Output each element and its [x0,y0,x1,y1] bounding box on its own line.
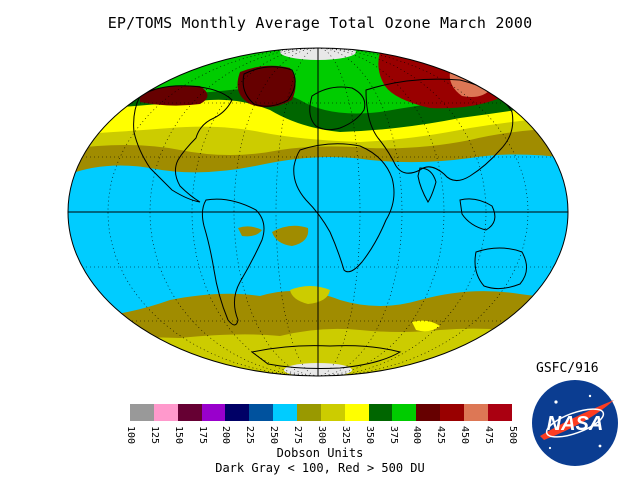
credit-label: GSFC/916 [536,361,599,376]
tick-label: 350 [363,426,375,445]
tick-label: 125 [148,426,160,445]
tick-label: 450 [459,426,471,445]
star-icon [598,444,602,448]
color-swatch [225,404,250,421]
nasa-logo-orbit [545,408,605,438]
tick-label: 325 [339,426,351,445]
tropical-olive-patch-2 [238,226,262,237]
tick-label: 425 [435,426,447,445]
color-swatch [392,404,417,421]
band-south-yellow-olive [68,328,568,376]
range-note: Dark Gray < 100, Red > 500 DU [215,461,425,475]
arctic-high-salmon [449,72,492,97]
africa-outline [293,143,395,273]
color-swatch [177,404,202,421]
nasa-logo-text: NASA [547,413,604,435]
north-america-outline [133,85,233,203]
tick-label: 500 [506,426,518,445]
star-icon [548,446,552,450]
color-swatch [464,404,488,421]
color-swatch [153,404,178,421]
arctic-high-dark-red [237,65,296,108]
nasa-logo-swoosh [540,400,614,440]
south-yellow-olive-blob [290,286,330,304]
antarctica-outline [250,345,402,369]
color-swatch [416,404,441,421]
tick-label: 200 [220,426,232,445]
greenland-outline [242,66,296,107]
se-asia-outline [459,198,496,231]
tick-label: 275 [292,426,304,445]
tick-label: 150 [172,426,184,445]
tick-label: 250 [268,426,280,445]
units-label: Dobson Units [276,446,364,460]
star-icon [588,394,592,398]
australia-outline [474,247,527,290]
nasa-logo: NASA [532,380,618,466]
ozone-world-map [67,47,569,377]
south-yellow-patch [412,320,440,332]
europe-outline [309,86,366,131]
color-swatch [320,404,345,421]
color-swatch [440,404,465,421]
color-swatch [201,404,226,421]
tick-label: 400 [411,426,423,445]
tick-label: 100 [125,426,136,445]
tick-label: 375 [387,426,399,445]
color-scale-bar [130,404,512,421]
tick-label: 475 [483,426,495,445]
color-swatch [344,404,369,421]
globe-outline [67,47,569,377]
map-title: EP/TOMS Monthly Average Total Ozone Marc… [107,14,533,32]
tick-label: 225 [244,426,256,445]
color-swatch [487,404,512,421]
tropical-olive-patch [272,225,309,246]
color-swatch [368,404,393,421]
tick-label: 300 [315,426,327,445]
star-icon [554,400,558,404]
color-swatch [249,404,274,421]
arctic-high-dark-red-2 [140,85,208,106]
color-swatch [273,404,298,421]
tick-label: 175 [196,426,208,445]
color-swatch [130,404,154,421]
color-swatch [297,404,321,421]
south-america-outline [201,198,265,326]
india-outline [417,167,437,203]
